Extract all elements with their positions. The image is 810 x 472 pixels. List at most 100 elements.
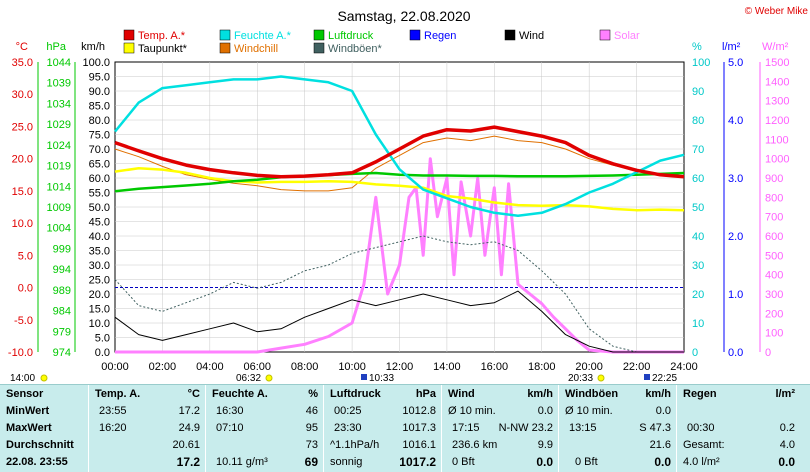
gust-avg-value: 0.0 <box>655 405 671 417</box>
pressure-axis-tick: 1034 <box>47 98 71 110</box>
pressure-axis-tick: 1014 <box>47 181 71 193</box>
temp-unit: °C <box>187 388 200 400</box>
legend-swatch <box>123 29 135 41</box>
wind-axis-tick: 20.0 <box>89 289 110 301</box>
x-tick: 18:00 <box>528 361 556 373</box>
humidity-axis-tick: 90 <box>692 86 704 98</box>
rain-axis-tick: 4.0 <box>728 115 743 127</box>
wind-average: 9.9 <box>537 439 553 451</box>
wind-axis-tick: 65.0 <box>89 159 110 171</box>
solar-axis-tick: 700 <box>765 212 783 224</box>
x-tick: 16:00 <box>481 361 509 373</box>
weather-chart: Samstag, 22.08.2020 © Weber Mike Temp. A… <box>8 6 809 384</box>
daylength-label: 14:00 <box>10 373 35 384</box>
press-max-value: 1017.3 <box>402 422 436 434</box>
wind-axis-tick: 15.0 <box>89 304 110 316</box>
wind-axis-unit: km/h <box>81 41 105 53</box>
temp-min-time: 23:55 <box>99 405 127 417</box>
humidity-axis-tick: 60 <box>692 173 704 185</box>
row-label-max: MaxWert <box>6 422 52 434</box>
wind-avg-value: 0.0 <box>537 405 553 417</box>
pressure-axis-tick: 999 <box>53 243 71 255</box>
x-tick: 20:00 <box>575 361 603 373</box>
wind-axis-tick: 100.0 <box>82 57 110 69</box>
solar-axis-tick: 500 <box>765 250 783 262</box>
rain-axis-tick: 0.0 <box>728 347 743 359</box>
solar-axis-tick: 1200 <box>765 115 789 127</box>
wind-axis-tick: 95.0 <box>89 72 110 84</box>
table-col-temp: Temp. A. °C 23:55 17.2 16:20 24.9 20.61 … <box>88 385 206 472</box>
legend-label: Feuchte A.* <box>234 30 292 42</box>
table-col-rain: Regen l/m² 00:30 0.2 Gesamt: 4.0 4.0 l/m… <box>676 385 801 472</box>
legend-swatch <box>599 29 611 41</box>
x-tick: 04:00 <box>196 361 224 373</box>
humidity-axis-tick: 40 <box>692 231 704 243</box>
legend-swatch <box>219 29 231 41</box>
rain-current: 0.0 <box>778 455 795 469</box>
solar-axis-tick: 1100 <box>765 134 789 146</box>
temp-axis-unit: °C <box>16 41 28 53</box>
x-tick: 06:00 <box>243 361 271 373</box>
rain-axis-tick: 3.0 <box>728 173 743 185</box>
data-series <box>114 75 685 354</box>
humidity-axis-tick: 100 <box>692 57 710 69</box>
hum-max-time: 07:10 <box>216 422 244 434</box>
temp-axis-tick: -10.0 <box>8 347 33 359</box>
pressure-axis-unit: hPa <box>46 41 66 53</box>
hum-average: 73 <box>305 439 318 451</box>
x-tick: 12:00 <box>386 361 414 373</box>
wind-axis-tick: 90.0 <box>89 86 110 98</box>
press-header: Luftdruck <box>330 388 381 400</box>
table-col-humidity: Feuchte A. % 16:30 46 07:10 95 73 10.11 … <box>205 385 324 472</box>
series-feuchtea <box>114 75 685 217</box>
temp-max-value: 24.9 <box>178 422 200 434</box>
solar-axis-tick: 1000 <box>765 154 789 166</box>
x-tick: 24:00 <box>670 361 698 373</box>
temp-axis-tick: -5.0 <box>14 315 33 327</box>
rain-axis-unit: l/m² <box>722 41 741 53</box>
rain-axis-tick: 5.0 <box>728 57 743 69</box>
press-max-time: 23:30 <box>334 422 362 434</box>
hum-max-value: 95 <box>305 422 318 434</box>
series-tempa <box>114 125 685 179</box>
temp-header: Temp. A. <box>95 388 141 400</box>
pressure-axis-tick: 989 <box>53 285 71 297</box>
legend-label: Regen <box>424 30 456 42</box>
legend-label: Windböen* <box>328 43 383 55</box>
row-label-current: 22.08. 23:55 <box>6 456 68 468</box>
temp-axis-tick: 35.0 <box>12 57 33 69</box>
wind-avg-label: Ø 10 min. <box>448 405 496 417</box>
rain-total-label: Gesamt: <box>683 439 725 451</box>
rain-axis-tick: 2.0 <box>728 231 743 243</box>
legend-swatch <box>504 29 516 41</box>
legend-swatch <box>123 42 135 54</box>
legend-label: Temp. A.* <box>138 30 186 42</box>
temp-axis-tick: 5.0 <box>18 250 33 262</box>
wind-axis-tick: 10.0 <box>89 318 110 330</box>
wind-unit: km/h <box>527 388 553 400</box>
series-windchill <box>114 135 685 192</box>
press-min-value: 1012.8 <box>402 405 436 417</box>
solar-axis-tick: 800 <box>765 192 783 204</box>
legend-label: Solar <box>614 30 640 42</box>
humidity-axis-tick: 70 <box>692 144 704 156</box>
table-header-sensor: Sensor <box>6 388 44 400</box>
sunset-icon <box>597 374 605 382</box>
series-taupunkt <box>114 167 685 212</box>
x-tick: 22:00 <box>623 361 651 373</box>
press-average: 1016.1 <box>402 439 436 451</box>
rain-total-value: 4.0 <box>779 439 795 451</box>
solar-axis-tick: 1300 <box>765 96 789 108</box>
wind-axis-tick: 5.0 <box>95 333 110 345</box>
rain-today: 4.0 l/m² <box>683 456 720 468</box>
x-tick: 08:00 <box>291 361 319 373</box>
legend-label: Windchill <box>234 43 278 55</box>
gust-unit: km/h <box>645 388 671 400</box>
pressure-axis-tick: 1039 <box>47 78 71 90</box>
wind-axis-tick: 0.0 <box>95 347 110 359</box>
humidity-axis-tick: 30 <box>692 260 704 272</box>
wind-axis-tick: 80.0 <box>89 115 110 127</box>
legend-swatch <box>313 29 325 41</box>
humidity-axis-tick: 20 <box>692 289 704 301</box>
wind-beaufort: 0 Bft <box>452 456 475 468</box>
